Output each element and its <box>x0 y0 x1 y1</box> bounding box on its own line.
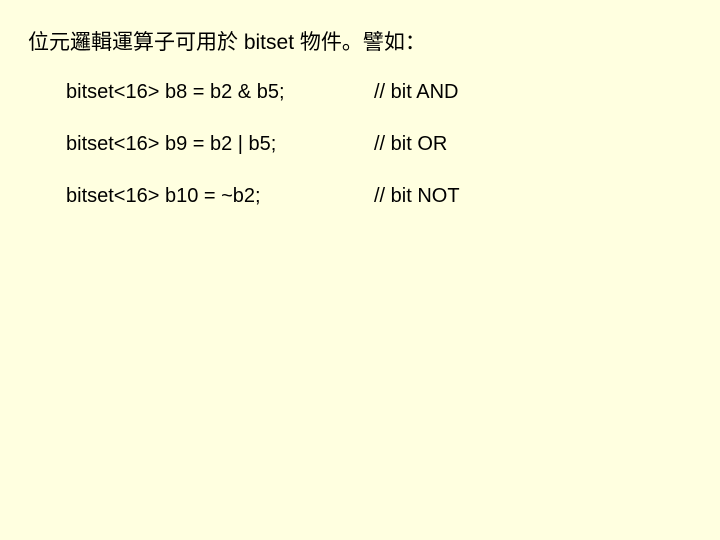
code-row: bitset<16> b8 = b2 & b5; // bit AND <box>66 79 692 105</box>
code-row: bitset<16> b10 = ~b2; // bit NOT <box>66 183 692 209</box>
heading-text: 位元邏輯運算子可用於 bitset 物件。譬如： <box>28 28 692 57</box>
comment-cell: // bit AND <box>374 79 458 105</box>
comment-cell: // bit OR <box>374 131 447 157</box>
code-cell: bitset<16> b9 = b2 | b5; <box>66 131 374 157</box>
comment-cell: // bit NOT <box>374 183 460 209</box>
code-block: bitset<16> b8 = b2 & b5; // bit AND bits… <box>66 79 692 209</box>
slide: 位元邏輯運算子可用於 bitset 物件。譬如： bitset<16> b8 =… <box>0 0 720 263</box>
code-cell: bitset<16> b8 = b2 & b5; <box>66 79 374 105</box>
code-row: bitset<16> b9 = b2 | b5; // bit OR <box>66 131 692 157</box>
code-cell: bitset<16> b10 = ~b2; <box>66 183 374 209</box>
